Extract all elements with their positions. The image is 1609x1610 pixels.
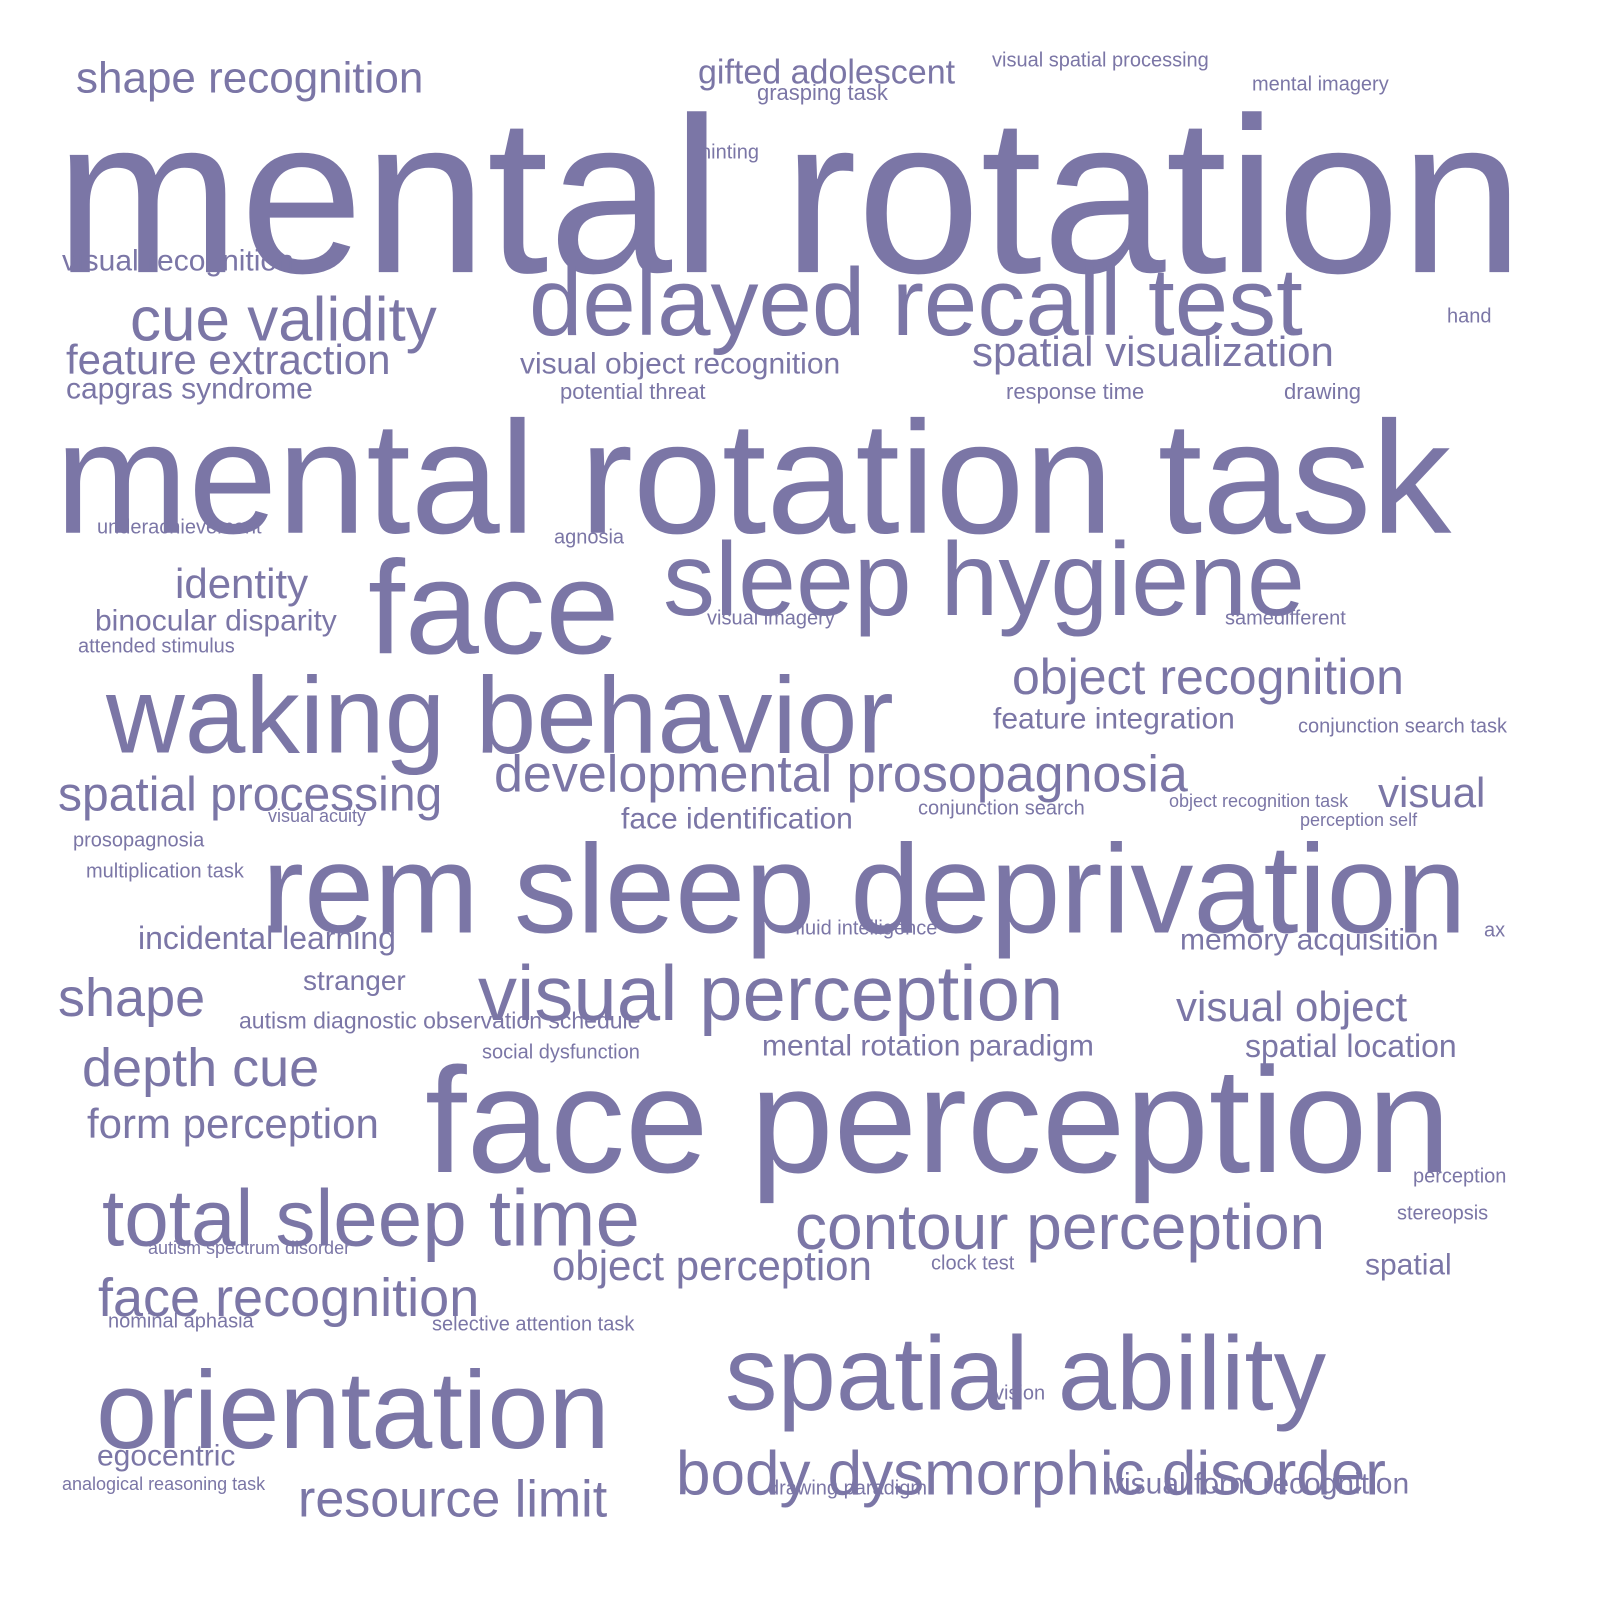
word-cloud-term: selective attention task xyxy=(432,1313,635,1336)
word-cloud-term: total sleep time xyxy=(102,1173,641,1263)
word-cloud-term: face xyxy=(368,534,620,683)
word-cloud-term: orientation xyxy=(96,1348,610,1472)
word-cloud-term: potential threat xyxy=(560,379,706,405)
word-cloud-term: developmental prosopagnosia xyxy=(494,745,1188,804)
word-cloud-term: spatial visualization xyxy=(972,327,1334,375)
word-cloud-term: visual recognition xyxy=(62,244,294,278)
word-cloud-term: underachievement xyxy=(97,516,262,539)
word-cloud-term: form perception xyxy=(87,1099,379,1147)
word-cloud-term: mental imagery xyxy=(1252,73,1389,96)
word-cloud-term: social dysfunction xyxy=(482,1041,640,1064)
word-cloud-term: depth cue xyxy=(82,1038,320,1099)
word-cloud-term: incidental learning xyxy=(138,919,396,956)
word-cloud-term: response time xyxy=(1006,379,1145,405)
word-cloud-term: conjunction search xyxy=(918,797,1085,820)
word-cloud-term: hand xyxy=(1447,305,1492,328)
word-cloud-term: multiplication task xyxy=(86,860,244,883)
word-cloud-term: object recognition xyxy=(1012,649,1404,705)
word-cloud-term: face perception xyxy=(425,1036,1451,1204)
word-cloud-term: object perception xyxy=(552,1241,872,1289)
word-cloud-term: body dysmorphic disorder xyxy=(676,1439,1386,1509)
word-cloud-term: mental rotation xyxy=(55,72,1524,321)
word-cloud-term: visual imagery xyxy=(707,607,835,630)
word-cloud-term: prosopagnosia xyxy=(73,829,205,852)
word-cloud-term: mental rotation task xyxy=(55,387,1452,567)
word-cloud-term: cue validity xyxy=(130,285,437,355)
word-cloud-term: spatial xyxy=(1365,1248,1452,1282)
word-cloud-term: autism spectrum disorder xyxy=(148,1238,351,1259)
word-cloud-term: gifted adolescent xyxy=(698,53,956,92)
word-cloud-term: sleep hygiene xyxy=(663,522,1305,639)
word-cloud-term: stranger xyxy=(303,964,406,996)
word-cloud-term: visual object xyxy=(1176,982,1408,1030)
word-cloud-term: binocular disparity xyxy=(95,604,337,638)
word-cloud-term: stereopsis xyxy=(1397,1202,1489,1225)
word-cloud-term: nominal aphasia xyxy=(108,1310,254,1333)
word-cloud-term: waking behavior xyxy=(106,654,894,777)
word-cloud-term: perception xyxy=(1413,1165,1507,1188)
word-cloud-term: capgras syndrome xyxy=(66,372,313,406)
word-cloud-term: delayed recall test xyxy=(529,248,1303,356)
word-cloud-term: visual form recognition xyxy=(1109,1467,1410,1501)
word-cloud-term: agnosia xyxy=(554,526,625,549)
word-cloud-term: spatial ability xyxy=(725,1315,1327,1433)
word-cloud-term: shape recognition xyxy=(76,53,424,103)
word-cloud-term: feature extraction xyxy=(66,335,391,383)
word-cloud-term: identity xyxy=(175,559,309,607)
word-cloud-term: drawing paradigm xyxy=(768,1477,927,1500)
word-cloud-term: analogical reasoning task xyxy=(62,1474,266,1495)
word-cloud-term: shape xyxy=(58,968,206,1029)
word-cloud-term: spatial processing xyxy=(58,768,443,822)
word-cloud-term: resource limit xyxy=(298,1470,608,1529)
word-cloud-term: memory acquisition xyxy=(1180,923,1439,957)
word-cloud-term: contour perception xyxy=(795,1190,1326,1263)
word-cloud-term: rem sleep deprivation xyxy=(262,818,1467,960)
word-cloud-term: spatial location xyxy=(1245,1027,1457,1064)
word-cloud-term: clock test xyxy=(931,1252,1015,1275)
word-cloud-term: autism diagnostic observation schedule xyxy=(239,1007,641,1034)
word-cloud-term: mental rotation paradigm xyxy=(762,1029,1094,1063)
word-cloud-term: visual object recognition xyxy=(520,347,841,381)
word-cloud-term: perception self xyxy=(1300,810,1418,831)
word-cloud-term: samedifferent xyxy=(1225,607,1346,630)
word-cloud-term: feature integration xyxy=(993,702,1235,736)
word-cloud-term: face identification xyxy=(621,802,853,836)
word-cloud-term: object recognition task xyxy=(1169,791,1349,812)
word-cloud-term: visual perception xyxy=(478,948,1064,1037)
word-cloud-term: visual spatial processing xyxy=(992,49,1209,72)
word-cloud-term: hinting xyxy=(700,141,759,164)
word-cloud-term: grasping task xyxy=(757,80,888,106)
word-cloud-term: visual xyxy=(1378,768,1486,816)
word-cloud-term: vision xyxy=(994,1382,1046,1405)
word-cloud-term: visual acuity xyxy=(268,806,367,827)
word-cloud-term: fluid intelligence xyxy=(795,917,938,940)
word-cloud-term: attended stimulus xyxy=(78,635,235,658)
word-cloud-term: face recognition xyxy=(98,1268,480,1329)
word-cloud-term: egocentric xyxy=(97,1439,236,1473)
word-cloud-term: conjunction search task xyxy=(1298,715,1508,738)
word-cloud-term: ax xyxy=(1484,919,1506,942)
word-cloud-term: drawing xyxy=(1284,379,1362,405)
